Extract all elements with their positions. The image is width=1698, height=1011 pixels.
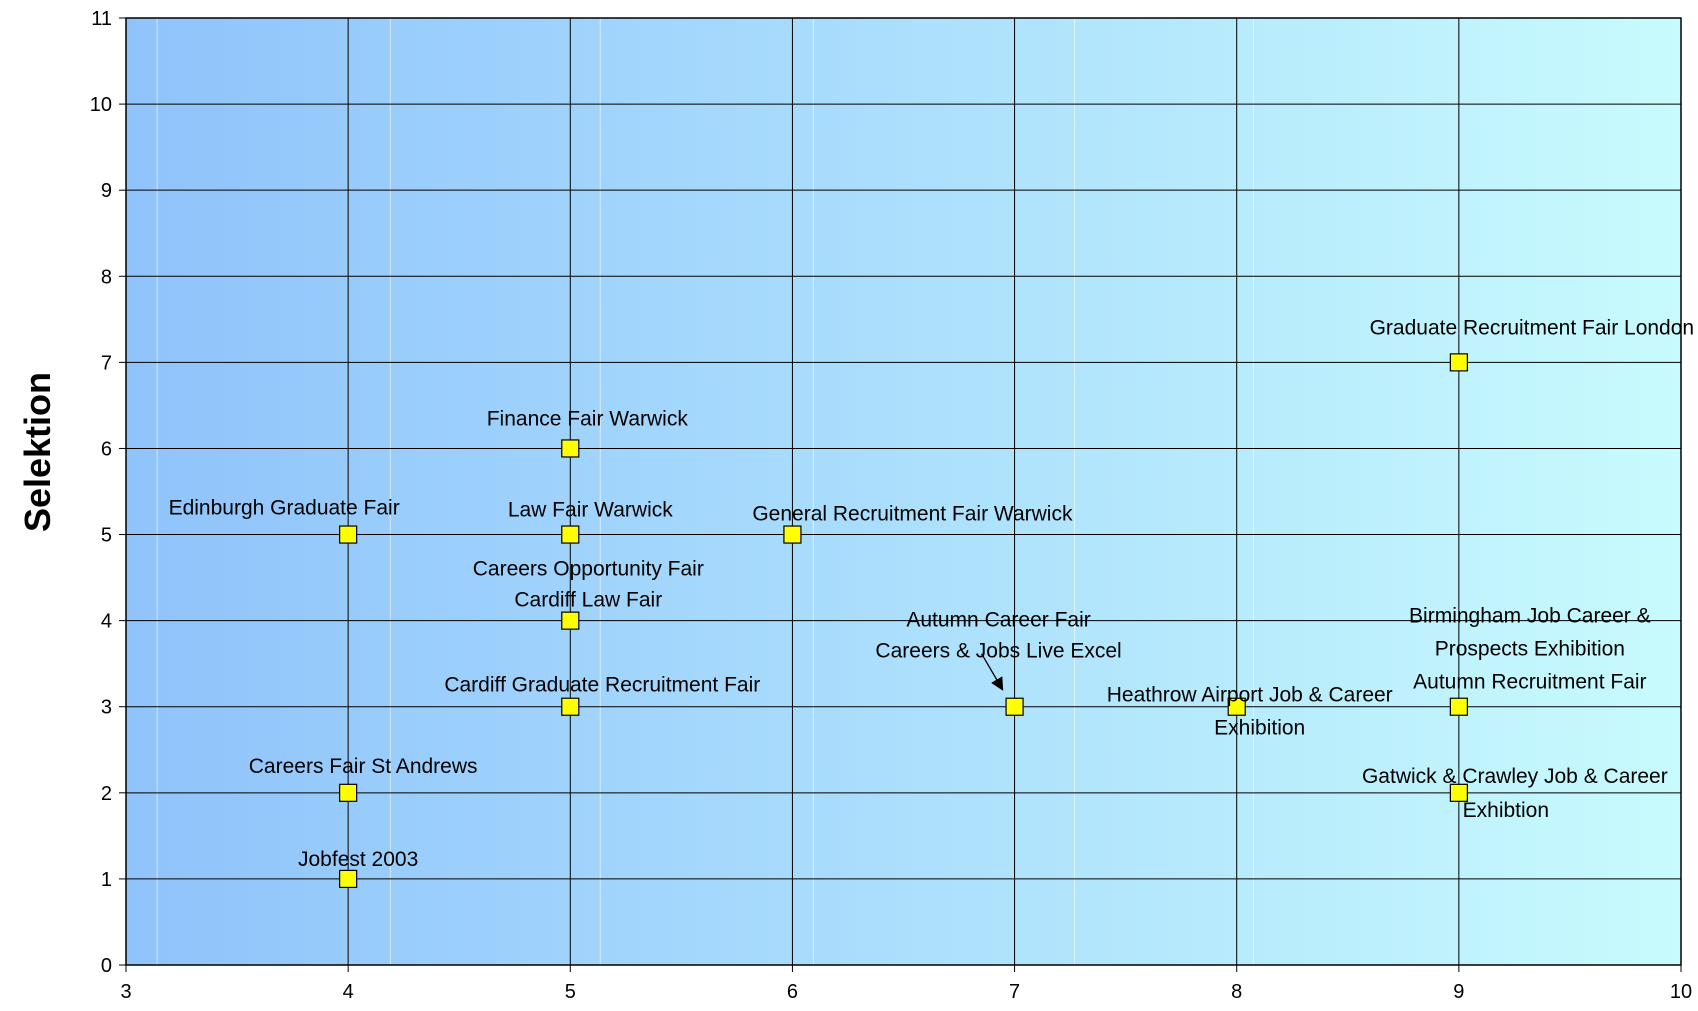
- y-tick-label: 5: [101, 525, 112, 547]
- data-point-label: Careers Opportunity Fair: [473, 558, 704, 581]
- data-point-label: Gatwick & Crawley Job & Career: [1362, 765, 1668, 788]
- y-tick-label: 7: [101, 352, 112, 374]
- data-point-marker[interactable]: [339, 525, 358, 544]
- data-point-label: Exhibition: [1214, 717, 1305, 740]
- y-axis-title: Selektion: [17, 372, 58, 532]
- data-point-label: Cardiff Graduate Recruitment Fair: [444, 674, 760, 697]
- y-tick-label: 9: [101, 180, 112, 202]
- data-point-label: Law Fair Warwick: [508, 499, 673, 522]
- data-point-label: Heathrow Airport Job & Career: [1107, 684, 1393, 707]
- data-point-marker[interactable]: [561, 525, 580, 544]
- data-point-marker[interactable]: [561, 439, 580, 458]
- annotation-arrow: [981, 653, 1004, 691]
- data-point-label: Graduate Recruitment Fair London: [1370, 316, 1695, 339]
- y-tick-label: 3: [101, 697, 112, 719]
- x-tick-label: 4: [343, 981, 354, 1003]
- y-tick-label: 4: [101, 611, 112, 633]
- data-point-label: Prospects Exhibition: [1435, 638, 1625, 661]
- y-tick-label: 2: [101, 783, 112, 805]
- y-tick-label: 0: [101, 955, 112, 977]
- data-point-label: Autumn Career Fair: [906, 609, 1090, 632]
- x-tick-label: 5: [565, 981, 576, 1003]
- data-point-label: Finance Fair Warwick: [487, 407, 689, 430]
- y-tick-label: 10: [90, 94, 112, 116]
- y-tick-label: 6: [101, 438, 112, 460]
- data-point-label: Exhibtion: [1463, 799, 1549, 822]
- data-point-marker[interactable]: [339, 783, 358, 802]
- data-point-label: Careers & Jobs Live Excel: [875, 640, 1121, 663]
- data-point-label: General Recruitment Fair Warwick: [752, 503, 1073, 526]
- data-point-label: Careers Fair St Andrews: [249, 755, 478, 778]
- data-point-label: Autumn Recruitment Fair: [1413, 671, 1646, 694]
- plot-area: [126, 18, 1681, 965]
- data-point-label: Birmingham Job Career &: [1409, 605, 1651, 628]
- data-point-label: Jobfest 2003: [298, 848, 418, 871]
- data-point-label: Edinburgh Graduate Fair: [169, 497, 400, 520]
- x-tick-label: 3: [120, 981, 131, 1003]
- y-tick-label: 1: [101, 869, 112, 891]
- data-point-label: Cardiff Law Fair: [514, 589, 662, 612]
- plot-border: [125, 17, 1682, 966]
- data-point-marker[interactable]: [1449, 697, 1468, 716]
- data-point-marker[interactable]: [561, 697, 580, 716]
- data-point-marker[interactable]: [1449, 783, 1468, 802]
- x-tick-label: 8: [1231, 981, 1242, 1003]
- y-tick-label: 8: [101, 266, 112, 288]
- data-point-marker[interactable]: [1449, 353, 1468, 372]
- x-tick-label: 10: [1670, 981, 1692, 1003]
- data-point-marker[interactable]: [1005, 697, 1024, 716]
- data-point-marker[interactable]: [561, 611, 580, 630]
- x-tick-label: 9: [1453, 981, 1464, 1003]
- data-point-marker[interactable]: [783, 525, 802, 544]
- data-point-marker[interactable]: [339, 869, 358, 889]
- data-point-marker[interactable]: [1227, 697, 1246, 716]
- x-tick-label: 7: [1009, 981, 1020, 1003]
- x-tick-label: 6: [787, 981, 798, 1003]
- y-tick-label: 11: [91, 8, 112, 30]
